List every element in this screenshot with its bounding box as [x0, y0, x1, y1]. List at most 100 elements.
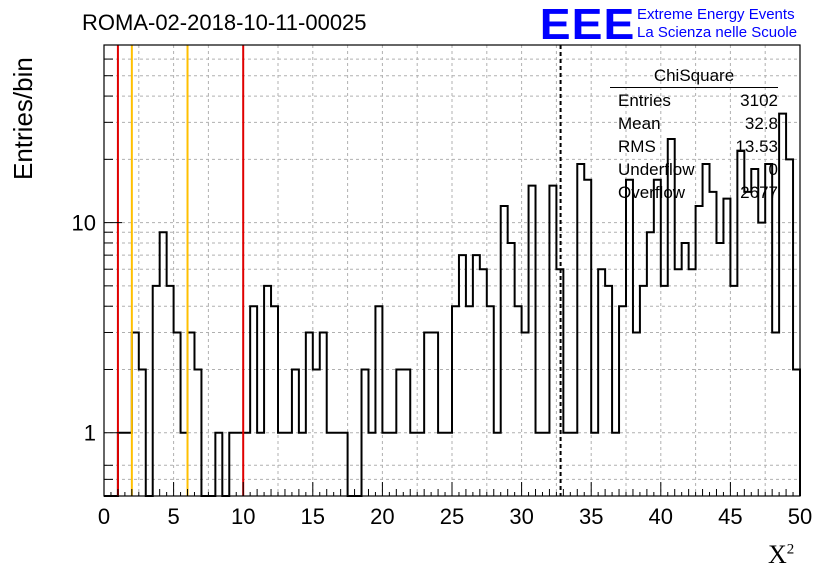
x-tick-label: 45 [718, 504, 742, 529]
y-tick-label: 10 [72, 211, 96, 236]
histogram-bin [536, 433, 543, 496]
x-tick-label: 10 [231, 504, 255, 529]
histogram-bin [306, 332, 313, 496]
histogram-bin [466, 306, 473, 496]
histogram-bin [508, 243, 515, 496]
histogram-bin [181, 433, 188, 496]
histogram-bin [612, 433, 619, 496]
histogram-bin [334, 433, 341, 496]
histogram-bin [160, 232, 167, 496]
histogram-bin [758, 223, 765, 496]
histogram-bin [153, 286, 160, 496]
histogram-bin [396, 369, 403, 496]
histogram-bin [633, 332, 640, 496]
histogram-bin [278, 433, 285, 496]
histogram-bin [689, 269, 696, 496]
histogram-bin [174, 332, 181, 496]
histogram-bin [473, 255, 480, 496]
histogram-bin [751, 169, 758, 496]
histogram-bin [292, 369, 299, 496]
histogram-bin [188, 332, 195, 496]
histogram-bin [424, 332, 431, 496]
histogram-bin [710, 192, 717, 496]
histogram-bin [167, 286, 174, 496]
stats-row: Entries 3102 [618, 91, 778, 110]
x-tick-label: 15 [301, 504, 325, 529]
histogram-bin [529, 186, 536, 496]
histogram-bin [139, 369, 146, 496]
histogram-bin [118, 433, 125, 496]
stats-name: ChiSquare [610, 66, 778, 88]
histogram-bin [431, 332, 438, 496]
x-axis-label: X2 [768, 540, 795, 569]
histogram [104, 112, 801, 497]
histogram-bin [264, 286, 271, 496]
histogram-bin [647, 232, 654, 496]
eee-logo: EEE [539, 0, 636, 49]
histogram-bin [626, 180, 633, 496]
histogram-bin [341, 433, 348, 496]
y-tick-label: 1 [84, 421, 96, 446]
histogram-bin [661, 286, 668, 496]
histogram-bin [125, 433, 132, 496]
histogram-bin [410, 433, 417, 496]
histogram-bin [584, 180, 591, 496]
histogram-bin [640, 286, 647, 496]
histogram-bin [271, 306, 278, 496]
x-tick-label: 35 [579, 504, 603, 529]
histogram-bin [313, 369, 320, 496]
histogram-bin [577, 164, 584, 496]
histogram-bin [487, 306, 494, 496]
histogram-bin [236, 433, 243, 496]
histogram-bin [793, 369, 800, 496]
histogram-bin [480, 269, 487, 496]
histogram-bin [215, 433, 222, 496]
grid-lines [104, 45, 800, 496]
histogram-bin [299, 433, 306, 496]
histogram-bin [403, 369, 410, 496]
x-tick-label: 40 [649, 504, 673, 529]
x-tick-label: 50 [788, 504, 812, 529]
histogram-bin [327, 433, 334, 496]
histogram-bin [250, 306, 257, 496]
histogram-bin [132, 332, 139, 496]
histogram-bin [696, 206, 703, 496]
marker-lines [116, 45, 562, 496]
histogram-bin [229, 433, 236, 496]
histogram-bin [375, 306, 382, 496]
histogram-outline [104, 112, 801, 497]
histogram-bin [563, 433, 570, 496]
x-tick-label: 0 [98, 504, 110, 529]
histogram-bin [445, 433, 452, 496]
histogram-bin [682, 243, 689, 496]
histogram-bin [522, 332, 529, 496]
histogram-bin [605, 286, 612, 496]
histogram-bin [368, 433, 375, 496]
histogram-bin [786, 159, 793, 496]
histogram-bin [549, 186, 556, 496]
stats-box: ChiSquare Entries 3102 Mean 32.8 RMS 13.53 … [610, 66, 778, 204]
histogram-bin [194, 369, 201, 496]
histogram-bin [591, 433, 598, 496]
histogram-bin [494, 433, 501, 496]
histogram-bin [703, 164, 710, 496]
logo-line-2: La Scienza nelle Scuole [637, 24, 798, 41]
stats-row: Mean 32.8 [618, 114, 778, 133]
histogram-bin [675, 269, 682, 496]
logo-line-1: Extreme Energy Events [637, 6, 795, 23]
histogram-bin [772, 332, 779, 496]
histogram-bin [765, 164, 772, 496]
histogram-bin [320, 332, 327, 496]
histogram-bin [779, 114, 786, 496]
histogram-bin [744, 192, 751, 496]
histogram-bin [285, 433, 292, 496]
histogram-bin [382, 433, 389, 496]
chart-title: ROMA-02-2018-10-11-00025 [82, 10, 367, 35]
histogram-bin [452, 306, 459, 496]
histogram-bin [438, 433, 445, 496]
histogram-bin [389, 433, 396, 496]
histogram-bin [654, 180, 661, 496]
x-tick-label: 25 [440, 504, 464, 529]
stats-row: Overflow 2677 [618, 183, 778, 202]
